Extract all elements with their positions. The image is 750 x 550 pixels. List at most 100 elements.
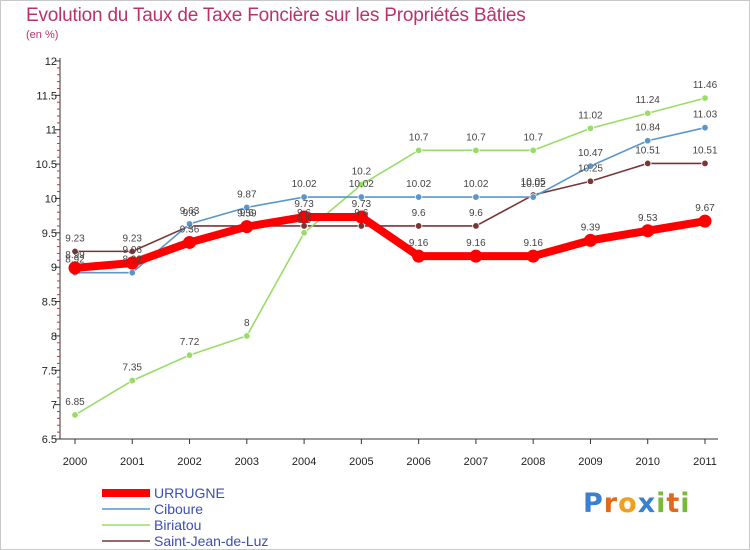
data-label: 11.02 — [578, 110, 603, 121]
data-label: 8.99 — [65, 250, 85, 261]
data-label: 8 — [244, 318, 250, 329]
data-point — [414, 146, 423, 155]
data-point — [357, 222, 366, 230]
data-point — [243, 203, 251, 212]
legend-label: Biriatou — [154, 517, 201, 533]
data-point — [701, 94, 709, 102]
data-labels: 9.23 9.23 9.6 9.6 9.6 9.6 9.6 9.6 10.05 10.25 10.5… — [65, 80, 718, 408]
x-tick-label: 2002 — [177, 456, 201, 468]
data-point — [586, 177, 595, 185]
data-label: 9.73 — [352, 199, 372, 210]
data-point — [125, 256, 139, 270]
data-label: 9.16 — [523, 238, 543, 249]
series-layer — [68, 94, 712, 419]
x-tick-label: 2009 — [578, 456, 602, 468]
series-line-urrugne — [71, 213, 709, 272]
y-tick-label: 11 — [46, 125, 57, 137]
x-tick-label: 2003 — [235, 456, 259, 468]
data-label: 9.6 — [183, 208, 197, 219]
data-point — [354, 210, 368, 224]
data-point — [414, 193, 423, 201]
data-label: 9.36 — [180, 224, 200, 235]
data-label: 9.6 — [469, 208, 483, 219]
data-label: 9.23 — [123, 233, 143, 244]
data-label: 9.6 — [297, 208, 311, 219]
x-tick-label: 2004 — [292, 456, 316, 468]
data-label: 9.16 — [466, 238, 486, 249]
data-label: 10.02 — [463, 179, 488, 190]
data-point — [641, 224, 655, 238]
x-tick-label: 2007 — [464, 456, 488, 468]
data-point — [68, 261, 82, 275]
y-tick-label: 8.5 — [42, 297, 57, 309]
legend-label: Ciboure — [154, 501, 203, 517]
data-label: 10.7 — [466, 132, 486, 143]
data-label: 8.92 — [65, 255, 85, 266]
data-point — [128, 268, 136, 277]
logo-letter: i — [656, 488, 667, 519]
data-label: 11.03 — [693, 110, 718, 121]
logo-letter: x — [637, 488, 657, 519]
data-label: 10.02 — [406, 179, 431, 190]
data-label: 10.05 — [521, 177, 546, 188]
data-label: 10.2 — [352, 167, 372, 178]
x-tick-label: 2005 — [349, 456, 373, 468]
data-point — [185, 351, 194, 359]
data-point — [583, 233, 597, 247]
y-tick-label: 8 — [51, 331, 57, 343]
chart-subtitle: (en %) — [26, 29, 59, 41]
data-label: 8.92 — [123, 255, 143, 266]
x-tick-label: 2011 — [693, 456, 717, 468]
data-point — [183, 235, 197, 249]
data-label: 10.7 — [523, 132, 543, 143]
logo-letter: i — [680, 488, 691, 519]
data-point — [472, 146, 480, 155]
data-label: 10.84 — [635, 123, 660, 134]
x-tick-label: 2001 — [120, 456, 144, 468]
data-label: 10.25 — [578, 163, 603, 174]
data-point — [701, 123, 709, 132]
data-point — [297, 210, 311, 224]
data-label: 9.06 — [123, 245, 143, 256]
data-point — [472, 222, 480, 230]
data-point — [469, 249, 483, 263]
x-tick-label: 2006 — [406, 456, 430, 468]
data-label: 9.16 — [409, 238, 429, 249]
x-tick-label: 2008 — [521, 456, 545, 468]
data-point — [586, 162, 595, 170]
data-label: 7.35 — [123, 363, 143, 374]
data-point — [472, 193, 480, 201]
chart-title: Evolution du Taux de Taxe Foncière sur l… — [26, 5, 526, 26]
data-label: 9.67 — [695, 203, 715, 214]
data-point — [185, 220, 194, 228]
data-label: 9.63 — [180, 206, 200, 217]
data-label: 9.23 — [65, 233, 85, 244]
data-label: 11.46 — [693, 80, 718, 91]
series-line-biriatou — [74, 97, 706, 416]
logo-letter: r — [603, 488, 619, 519]
y-tick-label: 9.5 — [42, 228, 57, 240]
data-point — [71, 411, 79, 419]
legend-label: Saint-Jean-de-Luz — [154, 533, 268, 549]
data-label: 10.51 — [635, 145, 660, 156]
data-point — [300, 229, 308, 237]
data-label: 9.39 — [581, 222, 601, 233]
data-point — [243, 332, 251, 340]
data-label: 9.87 — [237, 189, 257, 200]
data-point — [414, 222, 423, 230]
y-tick-label: 11.5 — [36, 90, 57, 102]
data-point — [529, 146, 537, 155]
data-label: 9.6 — [240, 208, 254, 219]
data-label: 9.53 — [638, 213, 658, 224]
data-point — [526, 249, 540, 263]
data-point — [300, 193, 308, 201]
data-label: 6.85 — [65, 397, 85, 408]
x-tick-label: 2010 — [635, 456, 659, 468]
logo-letter: t — [666, 488, 681, 519]
data-point — [357, 181, 366, 189]
data-label: 10.02 — [521, 179, 546, 190]
data-point — [240, 220, 254, 234]
